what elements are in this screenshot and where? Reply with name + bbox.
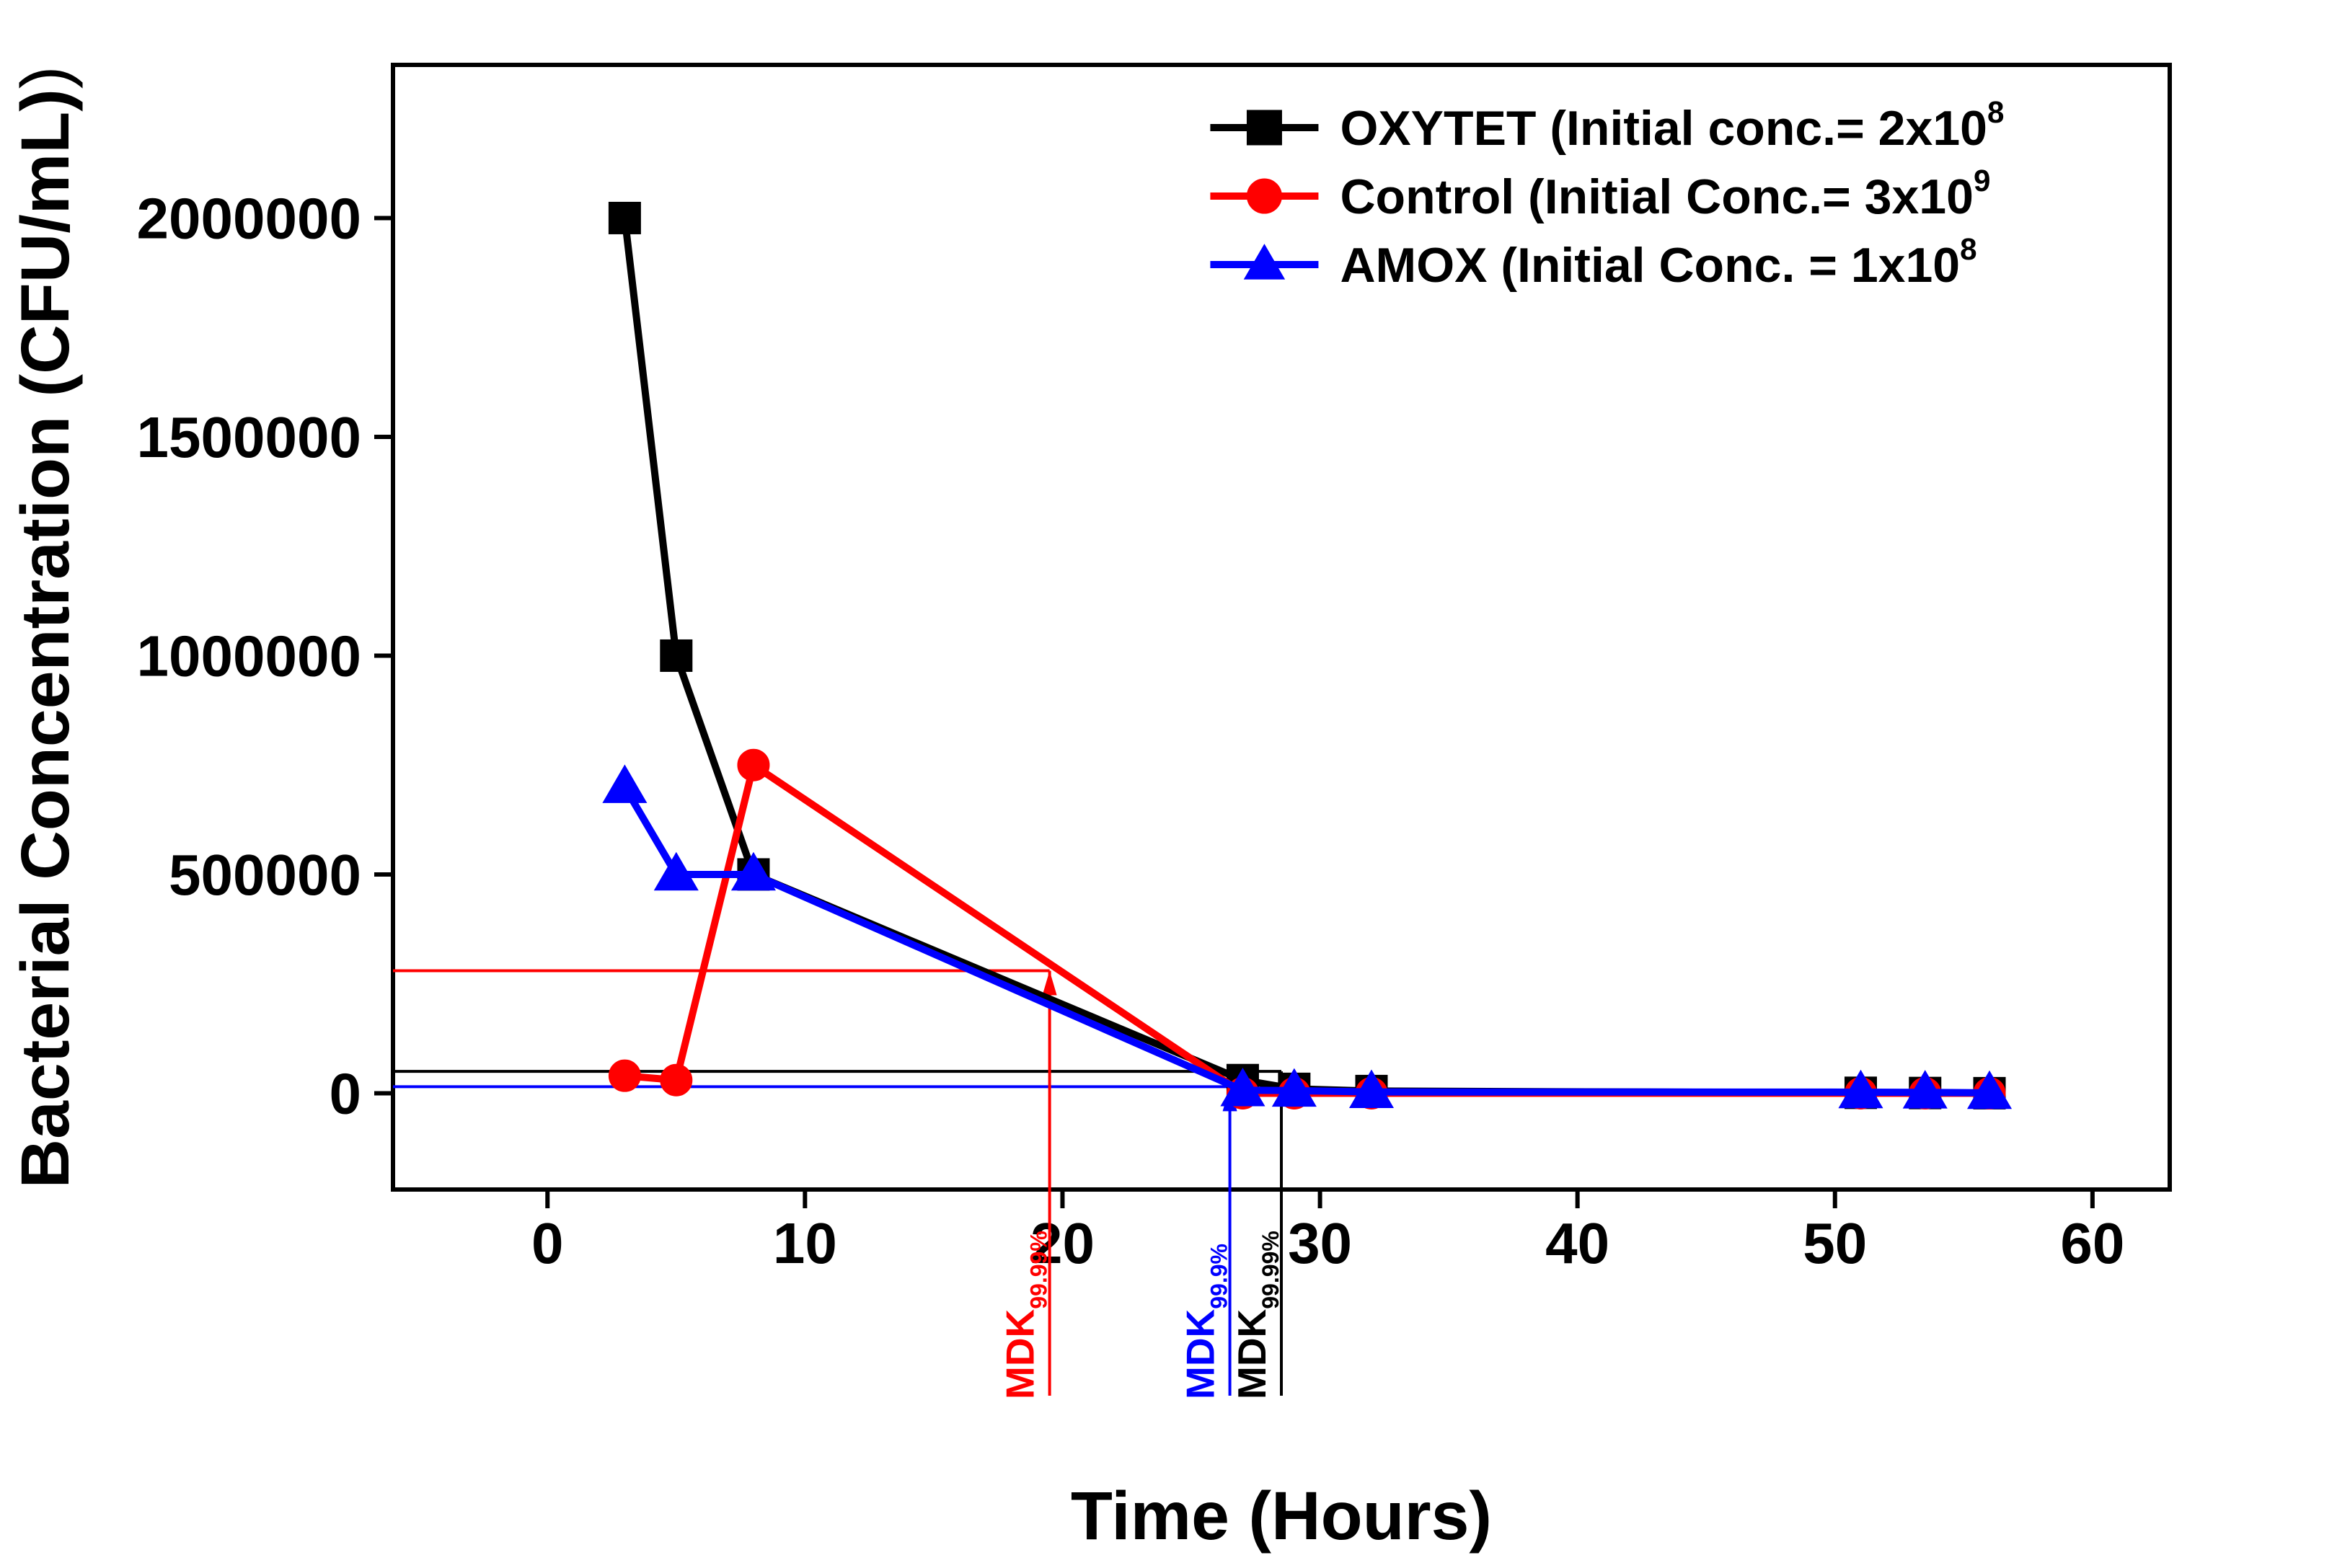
y-tick-label: 0 <box>330 1061 362 1125</box>
legend-label-AMOX: AMOX (Initial Conc. = 1x108 <box>1340 232 1976 293</box>
x-tick-label: 40 <box>1545 1211 1609 1275</box>
marker-Control <box>738 749 769 781</box>
y-tick-label: 2000000 <box>137 186 361 250</box>
y-tick-label: 1000000 <box>137 624 361 688</box>
chart-container: 0102030405060050000010000001500000200000… <box>0 0 2350 1568</box>
y-tick-label: 1500000 <box>137 405 361 469</box>
legend-label-Control: Control (Initial Conc.= 3x109 <box>1340 164 1990 224</box>
marker-Control <box>609 1060 640 1091</box>
x-axis-label: Time (Hours) <box>1071 1478 1492 1554</box>
x-tick-label: 10 <box>773 1211 837 1275</box>
marker-Control <box>661 1064 692 1096</box>
marker-OXYTET <box>661 639 692 671</box>
y-tick-label: 500000 <box>169 843 361 907</box>
x-tick-label: 50 <box>1803 1211 1867 1275</box>
legend-marker-Control <box>1247 179 1281 213</box>
legend-marker-OXYTET <box>1247 110 1281 145</box>
legend-label-OXYTET: OXYTET (Initial conc.= 2x108 <box>1340 95 2004 156</box>
marker-OXYTET <box>609 202 640 234</box>
y-axis-label: Bacterial Concentration (CFU/mL)) <box>7 66 84 1188</box>
x-tick-label: 0 <box>531 1211 564 1275</box>
x-tick-label: 30 <box>1288 1211 1352 1275</box>
x-tick-label: 60 <box>2060 1211 2124 1275</box>
chart-svg: 0102030405060050000010000001500000200000… <box>0 0 2350 1568</box>
